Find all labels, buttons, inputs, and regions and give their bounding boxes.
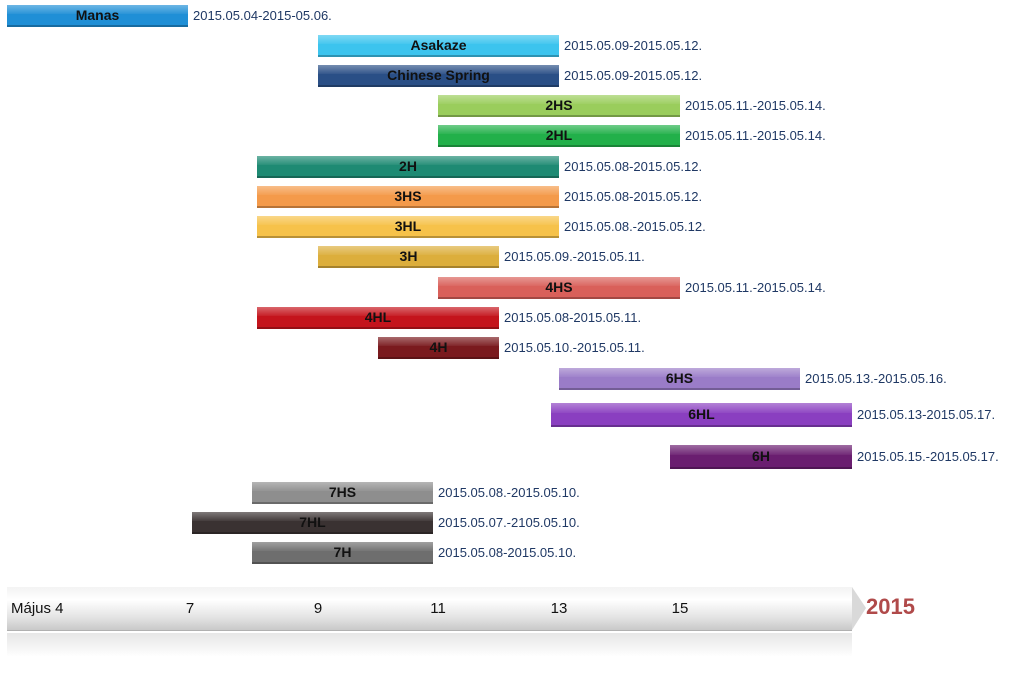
task-bar: 7H [252, 542, 433, 564]
task-date-range: 2015.05.13-2015.05.17. [857, 407, 996, 422]
year-label: 2015 [866, 594, 915, 619]
task-bar: Asakaze [318, 35, 559, 57]
task-date-range: 2015.05.08.-2015.05.10. [438, 485, 580, 500]
task-bar-label: 3HL [394, 218, 422, 234]
task-date-range: 2015.05.09.-2015.05.11. [504, 249, 645, 264]
task-bar-label: 4HL [364, 309, 392, 325]
task-bar-label: 6H [752, 448, 770, 464]
task-bar-label: Chinese Spring [387, 67, 490, 83]
task-date-range: 2015.05.10.-2015.05.11. [504, 340, 645, 355]
task-bar-label: 2HL [545, 127, 573, 143]
task-date-range: 2015.05.08-2015.05.10. [438, 545, 577, 560]
task-bar: 7HL [192, 512, 433, 534]
task-bar: 2HS [438, 95, 680, 117]
task-bar: 7HS [252, 482, 433, 504]
tick-label: 7 [185, 600, 195, 617]
task-date-range: 2015.05.08.-2015.05.12. [564, 219, 706, 234]
task-bar-label: 2H [399, 158, 417, 174]
task-bar: 4HS [438, 277, 680, 299]
task-bar-label: 4H [429, 339, 448, 355]
task-bar-label: Manas [75, 7, 120, 23]
task-bar: 2HL [438, 125, 680, 147]
tick-label: 13 [550, 600, 568, 617]
task-bar: 6HS [559, 368, 800, 390]
task-date-range: 2015.05.08-2015.05.12. [564, 189, 703, 204]
task-bar: 3HL [257, 216, 559, 238]
task-date-range: 2015.05.11.-2015.05.14. [685, 280, 826, 295]
task-bar: 3H [318, 246, 499, 268]
task-date-range: 2015.05.08-2015.05.12. [564, 159, 703, 174]
task-bar-label: 6HS [665, 370, 694, 386]
tick-label: 15 [671, 600, 689, 617]
task-bar: 6H [670, 445, 852, 469]
task-bar-label: 7HS [328, 484, 357, 500]
task-bar: 2H [257, 156, 559, 178]
tick-label: 11 [430, 600, 446, 617]
task-date-range: 2015.05.11.-2015.05.14. [685, 98, 826, 113]
tick-label: Május 4 [11, 600, 64, 617]
task-bar-label: 7H [333, 544, 352, 560]
task-bar: 4H [378, 337, 499, 359]
task-bar-label: 3H [399, 248, 418, 264]
task-bar: 3HS [257, 186, 559, 208]
task-date-range: 2015.05.09-2015.05.12. [564, 68, 703, 83]
task-bar-label: 2HS [545, 97, 573, 113]
task-date-range: 2015.05.04-2015-05.06. [193, 8, 332, 23]
timeline-axis [7, 587, 866, 631]
task-date-range: 2015.05.13.-2015.05.16. [805, 371, 947, 386]
task-bar: Manas [7, 5, 188, 27]
task-bar-label: 3HS [394, 188, 422, 204]
task-bar-label: 6HL [688, 406, 715, 422]
task-bar-label: Asakaze [410, 37, 467, 53]
task-date-range: 2015.05.08-2015.05.11. [504, 310, 642, 325]
task-bar: Chinese Spring [318, 65, 559, 87]
timeline-axis-reflection [7, 633, 852, 657]
task-bar: 6HL [551, 403, 852, 427]
task-bar: 4HL [257, 307, 499, 329]
task-date-range: 2015.05.09-2015.05.12. [564, 38, 703, 53]
tick-label: 9 [313, 600, 323, 617]
task-date-range: 2015.05.11.-2015.05.14. [685, 128, 826, 143]
task-bar-label: 7HL [299, 514, 326, 530]
task-bar-label: 4HS [545, 279, 573, 295]
task-date-range: 2015.05.15.-2015.05.17. [857, 449, 999, 464]
task-date-range: 2015.05.07.-2105.05.10. [438, 515, 580, 530]
